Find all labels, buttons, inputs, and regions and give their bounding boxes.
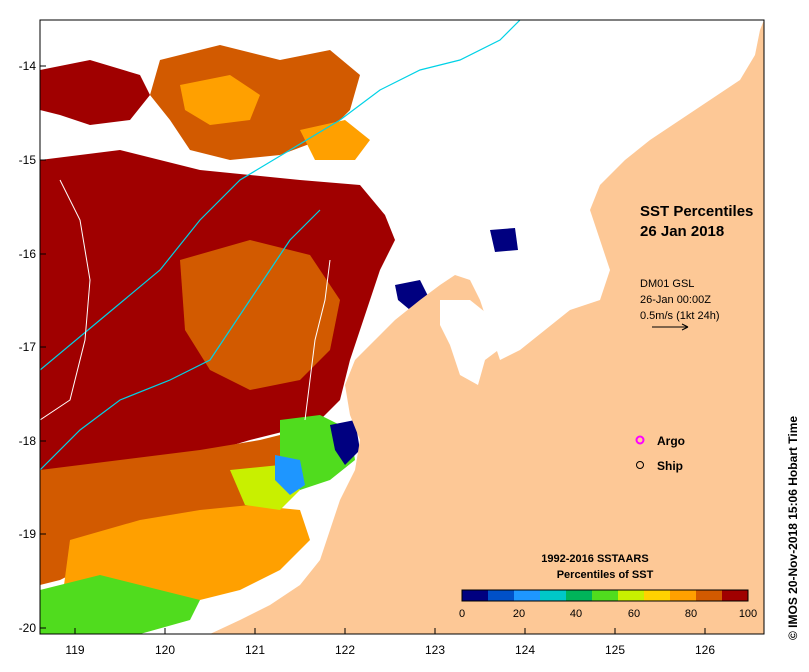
x-tick-label: 122 — [335, 643, 355, 657]
colorbar-swatch — [462, 590, 489, 601]
colorbar-swatch — [644, 590, 671, 601]
vector-time-label: 26-Jan 00:00Z — [640, 294, 711, 306]
sst-region-navy-north — [490, 228, 518, 252]
king-sound-inlet — [440, 300, 505, 385]
bathymetry-contour-1000m-east — [304, 259, 331, 421]
vector-scale-label: 0.5m/s (1kt 24h) — [640, 310, 719, 322]
bathymetry-contour-200m-south — [40, 209, 321, 471]
y-axis: -14 -15 -16 -17 -18 -19 -20 — [19, 59, 46, 635]
colorbar-tick-label: 0 — [459, 608, 465, 620]
x-tick-label: 120 — [155, 643, 175, 657]
sst-region-high-north — [40, 60, 150, 125]
colorbar-title: 1992-2016 SSTAARS — [541, 553, 648, 565]
colorbar-tick-label: 20 — [513, 608, 525, 620]
sst-region-navy-coastal — [330, 420, 360, 465]
vector-legend: DM01 GSL 26-Jan 00:00Z 0.5m/s (1kt 24h) — [640, 278, 719, 331]
colorbar-tick-label: 60 — [628, 608, 640, 620]
plot-frame — [39, 19, 765, 635]
imos-credit: © IMOS 20-Nov-2018 15:06 Hobart Time — [786, 416, 800, 640]
colorbar-swatch — [670, 590, 697, 601]
colorbar-swatches — [462, 590, 749, 601]
x-axis: 119 120 121 122 123 124 125 126 — [65, 628, 715, 657]
colorbar-swatch — [618, 590, 645, 601]
x-tick-label: 126 — [695, 643, 715, 657]
colorbar-swatch — [514, 590, 541, 601]
colorbar-swatch — [722, 590, 749, 601]
x-tick-label: 119 — [65, 643, 84, 657]
colorbar-subtitle: Percentiles of SST — [557, 569, 654, 581]
colorbar-tick-label: 80 — [685, 608, 697, 620]
x-tick-label: 121 — [245, 643, 265, 657]
colorbar-swatch — [488, 590, 515, 601]
map-title: SST Percentiles — [640, 203, 753, 220]
x-tick-label: 125 — [605, 643, 625, 657]
x-tick-label: 124 — [515, 643, 535, 657]
ship-icon — [636, 461, 644, 469]
vector-model-label: DM01 GSL — [640, 278, 694, 290]
sst-region-orange-central — [180, 240, 340, 390]
y-tick-label: -18 — [19, 434, 37, 448]
y-tick-label: -14 — [19, 59, 37, 73]
sst-region-blue-coastal — [275, 455, 305, 495]
x-tick-label: 123 — [425, 643, 445, 657]
colorbar-swatch — [540, 590, 567, 601]
bathymetry-contour-1000m — [40, 179, 91, 421]
map-plot-area — [40, 20, 764, 634]
colorbar-swatch — [696, 590, 723, 601]
colorbar-tick-label: 100 — [739, 608, 757, 620]
y-tick-label: -15 — [19, 153, 37, 167]
argo-float-icon — [635, 435, 645, 445]
vector-arrowhead-icon — [681, 323, 689, 331]
sst-region-amber-north-2 — [300, 120, 370, 160]
colorbar-swatch — [566, 590, 593, 601]
argo-label: Argo — [657, 434, 685, 448]
colorbar: 1992-2016 SSTAARS Percentiles of SST 0 2… — [459, 553, 757, 620]
y-tick-label: -17 — [19, 340, 37, 354]
symbol-key: Argo Ship — [635, 434, 685, 473]
ship-label: Ship — [657, 459, 683, 473]
bathymetry-contour-200m — [40, 20, 521, 371]
y-tick-label: -19 — [19, 527, 37, 541]
colorbar-tick-label: 40 — [570, 608, 582, 620]
colorbar-frame — [461, 589, 749, 602]
sst-region-amber-north — [180, 75, 260, 125]
y-tick-label: -16 — [19, 247, 37, 261]
map-date: 26 Jan 2018 — [640, 223, 724, 240]
sst-region-green-south — [40, 575, 200, 634]
colorbar-swatch — [592, 590, 619, 601]
y-tick-label: -20 — [19, 621, 37, 635]
